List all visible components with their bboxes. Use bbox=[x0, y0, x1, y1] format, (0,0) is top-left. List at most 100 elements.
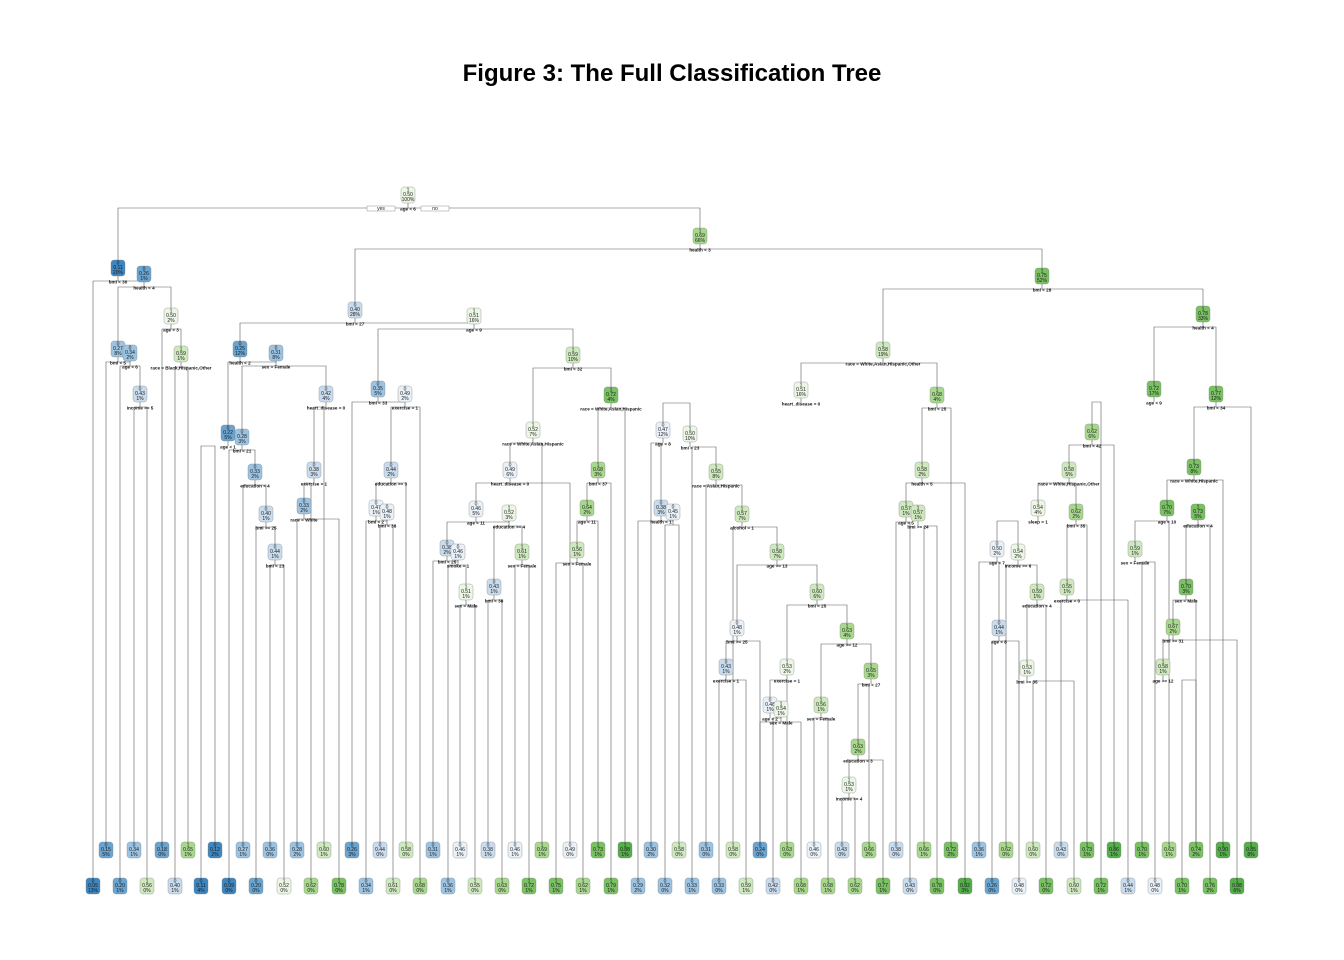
tree-node: 00.442% education >= 3 bbox=[375, 461, 408, 487]
node-box bbox=[769, 543, 785, 561]
split-label: age >= 12 bbox=[1153, 679, 1174, 684]
node-probability: 0.54 bbox=[1033, 505, 1043, 511]
node-probability: 0.63 bbox=[853, 744, 863, 750]
root-yes-no: yes no bbox=[366, 205, 450, 212]
node-percent: 1% bbox=[766, 707, 774, 713]
node-class: 1 bbox=[820, 697, 823, 703]
tree-edge bbox=[228, 445, 256, 878]
leaf-node: 00.401% bbox=[167, 877, 183, 895]
leaf-node: 00.302% bbox=[643, 841, 659, 859]
node-probability: 0.58 bbox=[917, 467, 927, 473]
node-percent: 1% bbox=[383, 514, 391, 520]
node-box bbox=[698, 841, 714, 859]
node-class: 1 bbox=[392, 878, 395, 884]
node-percent: 8% bbox=[712, 474, 720, 480]
node-class: 0 bbox=[991, 878, 994, 884]
node-box bbox=[929, 386, 945, 404]
node-probability: 0.78 bbox=[334, 883, 344, 889]
node-box bbox=[1127, 540, 1143, 558]
split-label: bmi < 21 bbox=[233, 449, 252, 454]
node-class: 1 bbox=[586, 500, 589, 506]
node-box bbox=[665, 503, 681, 521]
node-box bbox=[383, 461, 399, 479]
node-probability: 0.53 bbox=[782, 664, 792, 670]
tree-edge bbox=[354, 244, 1043, 302]
node-box bbox=[316, 841, 332, 859]
node-box bbox=[1019, 659, 1035, 677]
tree-node: 10.591% education < 4 bbox=[1022, 583, 1052, 609]
node-percent: 1% bbox=[621, 852, 629, 858]
node-percent: 2% bbox=[634, 888, 642, 894]
leaf-node: 10.680% bbox=[412, 877, 428, 895]
node-percent: 1% bbox=[845, 787, 853, 793]
node-percent: 3% bbox=[594, 472, 602, 478]
node-class: 1 bbox=[827, 878, 830, 884]
node-class: 1 bbox=[1153, 381, 1156, 387]
node-box bbox=[957, 877, 973, 895]
node-probability: 0.66 bbox=[919, 847, 929, 853]
leaf-node: 10.780% bbox=[929, 877, 945, 895]
node-class: 1 bbox=[921, 462, 924, 468]
node-box bbox=[1034, 267, 1050, 285]
node-box bbox=[1068, 503, 1084, 521]
node-probability: 0.58 bbox=[1064, 467, 1074, 473]
node-probability: 0.38 bbox=[891, 847, 901, 853]
node-class: 0 bbox=[432, 842, 435, 848]
node-class: 0 bbox=[269, 842, 272, 848]
split-label: health < 2 bbox=[229, 361, 251, 366]
node-probability: 0.28 bbox=[292, 847, 302, 853]
split-label: education < 4 bbox=[1022, 604, 1052, 609]
node-box bbox=[779, 658, 795, 676]
node-class: 0 bbox=[447, 878, 450, 884]
split-label: education < 3 bbox=[843, 759, 873, 764]
tree-edge bbox=[769, 675, 788, 842]
tree-node: 10.626% bmi < 42 bbox=[1083, 423, 1102, 449]
tree-node: 00.492% exercise = 1 bbox=[392, 385, 419, 411]
node-box bbox=[916, 841, 932, 859]
node-box bbox=[657, 877, 673, 895]
split-label: age < 9 bbox=[466, 328, 482, 333]
node-percent: 1% bbox=[824, 888, 832, 894]
split-label: bmi < 38 bbox=[485, 599, 504, 604]
node-probability: 0.70 bbox=[1162, 505, 1172, 511]
node-class: 1 bbox=[848, 777, 851, 783]
tree-node: 10.527% race = White,Asian,Hispanic bbox=[502, 421, 564, 447]
node-probability: 0.73 bbox=[1193, 509, 1203, 515]
node-class: 1 bbox=[1185, 579, 1188, 585]
tree-node: 10.591% race = Black,Hispanic,Other bbox=[151, 345, 212, 371]
node-percent: 0% bbox=[158, 852, 166, 858]
tree-node: 10.683% bmi < 37 bbox=[589, 461, 608, 487]
node-class: 1 bbox=[689, 426, 692, 432]
leaf-node: 10.620% bbox=[847, 877, 863, 895]
tree-node: 10.724% race = White,Asian,Hispanic bbox=[580, 386, 642, 412]
node-percent: 0% bbox=[933, 888, 941, 894]
node-class: 0 bbox=[241, 429, 244, 435]
node-percent: 1% bbox=[1070, 888, 1078, 894]
node-probability: 0.36 bbox=[265, 847, 275, 853]
node-box bbox=[112, 877, 128, 895]
node-probability: 0.62 bbox=[850, 883, 860, 889]
tree-node: 10.606% bmi < 25 bbox=[808, 583, 827, 609]
node-class: 1 bbox=[419, 878, 422, 884]
node-class: 0 bbox=[143, 266, 146, 272]
node-probability: 0.33 bbox=[687, 883, 697, 889]
node-percent: 3% bbox=[505, 515, 513, 521]
node-probability: 0.44 bbox=[1123, 883, 1133, 889]
node-percent: 1% bbox=[902, 511, 910, 517]
split-label: health < 1 bbox=[650, 520, 672, 525]
node-class: 0 bbox=[978, 842, 981, 848]
leaf-node: 00.460% bbox=[806, 841, 822, 859]
tree-edges bbox=[92, 203, 1252, 878]
node-probability: 0.70 bbox=[1137, 847, 1147, 853]
node-class: 1 bbox=[624, 842, 627, 848]
node-percent: 1% bbox=[177, 356, 185, 362]
node-box bbox=[603, 877, 619, 895]
node-percent: 0% bbox=[143, 888, 151, 894]
node-class: 0 bbox=[275, 345, 278, 351]
tree-edge bbox=[303, 478, 315, 878]
node-class: 1 bbox=[521, 544, 524, 550]
node-percent: 1% bbox=[116, 888, 124, 894]
node-percent: 1% bbox=[817, 707, 825, 713]
node-probability: 0.78 bbox=[1198, 311, 1208, 317]
